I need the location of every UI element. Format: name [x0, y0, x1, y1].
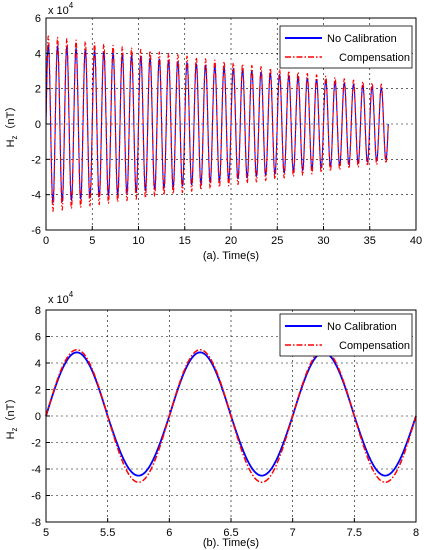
chart-a-legend-box	[279, 25, 413, 69]
chart-a-x-tick-label: 35	[364, 235, 376, 247]
chart-a-y-axis-label: Hz（nT）	[4, 101, 19, 148]
chart-a-x-tick-label: 30	[317, 235, 329, 247]
chart-a-x-axis-label: (a). Time(s)	[203, 250, 259, 262]
chart-b-x-tick-label: 6.5	[223, 527, 238, 539]
chart-b-x-tick-label: 7	[290, 527, 296, 539]
chart-b-y-tick-label: -6	[31, 491, 41, 503]
chart-b-legend: No Calibration Compensation	[279, 313, 413, 357]
chart-a-x-tick-label: 10	[132, 235, 144, 247]
chart-a-x-tick-label: 40	[410, 235, 422, 247]
chart-b-legend-label-no-calibration: No Calibration	[327, 321, 397, 333]
chart-a-legend-label-compensation: Compensation	[339, 52, 410, 64]
chart-a-ticks: 0 5 10 15 20 25 30 35 40 -6 -4 -2 0 2 4 6	[31, 13, 422, 247]
chart-a-legend-label-no-calibration: No Calibration	[327, 33, 397, 45]
chart-a: 0 5 10 15 20 25 30 35 40 -6 -4 -2 0 2 4 6 x 104 (a). Ti…	[4, 1, 422, 262]
chart-a-series	[45, 35, 389, 212]
chart-b-x-tick-label: 5.5	[100, 527, 115, 539]
chart-a-legend: No Calibration Compensation	[279, 25, 413, 69]
chart-a-x-tick-label: 25	[271, 235, 283, 247]
chart-b-y-tick-label: -8	[31, 517, 41, 529]
chart-a-series-compensation	[45, 35, 389, 212]
chart-b: 5 5.5 6 6.5 7 7.5 8 -8 -6 -4 -2 0 2 4 6 8 x 104 (b). Ti…	[4, 290, 419, 549]
chart-b-y-tick-label: 0	[35, 411, 41, 423]
chart-b-x-tick-label: 7.5	[347, 527, 362, 539]
chart-b-series-compensation	[45, 349, 417, 483]
chart-b-x-axis-label: (b). Time(s)	[203, 537, 259, 549]
chart-b-exponent: x 104	[48, 290, 74, 306]
chart-a-y-tick-label: 2	[35, 84, 41, 96]
chart-a-series-no-calibration	[45, 44, 389, 204]
chart-b-legend-label-compensation: Compensation	[339, 340, 410, 352]
chart-b-y-tick-label: -2	[31, 438, 41, 450]
chart-a-x-tick-label: 20	[225, 235, 237, 247]
chart-a-x-tick-label: 5	[89, 235, 95, 247]
chart-b-x-tick-label: 8	[413, 527, 419, 539]
chart-b-y-tick-label: 2	[35, 385, 41, 397]
chart-b-x-tick-label: 5	[43, 527, 49, 539]
chart-a-y-tick-label: 6	[35, 13, 41, 25]
chart-b-y-tick-label: 6	[35, 332, 41, 344]
chart-b-series	[45, 349, 417, 483]
chart-b-y-tick-label: -4	[31, 464, 41, 476]
chart-b-x-tick-label: 6	[166, 527, 172, 539]
chart-b-grid	[46, 310, 416, 522]
chart-a-y-tick-label: 4	[35, 48, 41, 60]
chart-a-x-tick-label: 15	[179, 235, 191, 247]
chart-b-y-axis-label: Hz（nT）	[4, 393, 19, 440]
chart-b-ticks: 5 5.5 6 6.5 7 7.5 8 -8 -6 -4 -2 0 2 4 6 8	[31, 305, 419, 539]
chart-a-exponent: x 104	[48, 1, 74, 17]
chart-a-y-tick-label: -6	[31, 225, 41, 237]
chart-a-y-tick-label: -2	[31, 154, 41, 166]
chart-b-y-tick-label: 4	[35, 358, 41, 370]
chart-a-y-tick-label: -4	[31, 190, 41, 202]
chart-a-y-tick-label: 0	[35, 119, 41, 131]
chart-b-legend-box	[279, 313, 413, 357]
chart-a-x-tick-label: 0	[43, 235, 49, 247]
chart-b-y-tick-label: 8	[35, 305, 41, 317]
